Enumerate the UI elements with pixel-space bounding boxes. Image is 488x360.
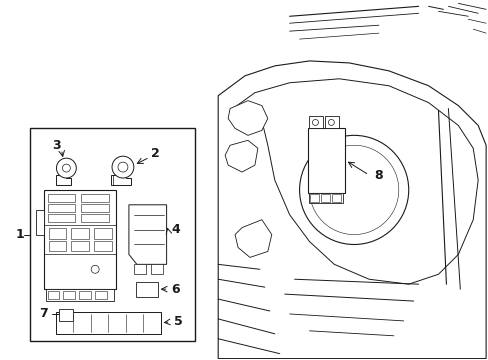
Bar	[47, 204, 75, 212]
Text: 4: 4	[171, 223, 180, 236]
Bar	[310, 194, 319, 202]
Circle shape	[309, 145, 398, 235]
Polygon shape	[218, 61, 485, 359]
Text: 3: 3	[52, 139, 61, 152]
Bar	[36, 210, 43, 235]
Bar	[81, 194, 109, 202]
Bar	[95, 291, 107, 299]
Circle shape	[312, 120, 318, 125]
Bar	[150, 264, 163, 274]
Polygon shape	[56, 175, 71, 185]
Bar	[134, 264, 145, 274]
Bar	[60, 309, 73, 321]
Circle shape	[118, 162, 128, 172]
Bar	[48, 240, 66, 251]
Circle shape	[327, 120, 334, 125]
Text: 8: 8	[374, 168, 383, 181]
Bar	[63, 291, 75, 299]
Bar	[48, 228, 66, 239]
Bar	[79, 291, 91, 299]
Polygon shape	[235, 220, 271, 257]
Text: 2: 2	[151, 147, 160, 160]
Bar	[43, 190, 116, 289]
Circle shape	[112, 156, 134, 178]
Bar	[71, 240, 89, 251]
Bar	[81, 204, 109, 212]
Text: 7: 7	[39, 307, 48, 320]
Bar	[136, 282, 157, 297]
Text: 6: 6	[171, 283, 180, 296]
Text: 1: 1	[15, 228, 24, 241]
Bar	[309, 193, 343, 203]
Bar	[56, 312, 161, 334]
Bar	[45, 289, 114, 301]
Bar	[321, 194, 330, 202]
Bar	[47, 194, 75, 202]
Bar	[325, 117, 339, 129]
Circle shape	[299, 135, 408, 244]
Circle shape	[56, 158, 76, 178]
Circle shape	[91, 265, 99, 273]
Polygon shape	[111, 175, 131, 185]
Bar	[332, 194, 341, 202]
Bar	[71, 228, 89, 239]
Polygon shape	[228, 100, 267, 135]
Bar	[94, 240, 112, 251]
Polygon shape	[129, 205, 166, 264]
Bar	[309, 117, 323, 129]
Text: 5: 5	[174, 315, 183, 328]
Bar	[81, 214, 109, 222]
Bar	[47, 291, 60, 299]
Bar	[47, 214, 75, 222]
Polygon shape	[230, 79, 477, 284]
Bar	[30, 129, 195, 341]
Circle shape	[62, 164, 70, 172]
Bar	[94, 228, 112, 239]
Polygon shape	[224, 140, 257, 172]
Bar	[307, 129, 345, 193]
